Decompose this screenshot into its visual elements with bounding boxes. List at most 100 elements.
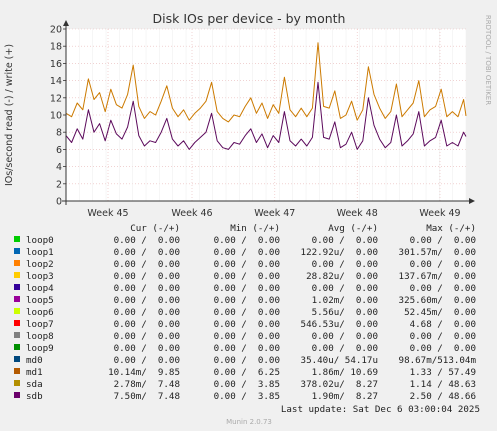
x-tick-label: Week 45 <box>87 208 128 219</box>
legend-name-loop6: loop6 <box>26 307 54 318</box>
x-tick-label: Week 49 <box>419 208 460 219</box>
y-tick-label: 2 <box>56 179 62 190</box>
legend-cur-loop8: 0.00 / 0.00 <box>114 331 180 342</box>
y-tick-label: 4 <box>56 162 62 173</box>
legend-swatch-loop0 <box>14 236 20 242</box>
legend-max-loop6: 52.45m/ 0.00 <box>404 307 476 318</box>
y-axis-label: IOs/second read (-) / write (+) <box>4 44 15 186</box>
legend-min-loop4: 0.00 / 0.00 <box>214 283 280 294</box>
legend-swatch-loop2 <box>14 260 20 266</box>
legend-avg-loop1: 122.92u/ 0.00 <box>301 247 378 258</box>
legend-cur-loop1: 0.00 / 0.00 <box>114 247 180 258</box>
legend-cur-loop6: 0.00 / 0.00 <box>114 307 180 318</box>
munin-version: Munin 2.0.73 <box>226 418 272 426</box>
legend-header-cur: Cur (-/+) <box>130 223 180 234</box>
legend-name-loop0: loop0 <box>26 235 54 246</box>
legend-swatch-sdb <box>14 392 20 398</box>
legend-swatch-sda <box>14 380 20 386</box>
series-line-sdb <box>65 81 467 150</box>
legend-swatch-md0 <box>14 356 20 362</box>
y-tick-label: 18 <box>50 42 62 53</box>
legend-min-loop2: 0.00 / 0.00 <box>214 259 280 270</box>
legend-name-loop2: loop2 <box>26 259 54 270</box>
legend-avg-loop2: 0.00 / 0.00 <box>312 259 378 270</box>
legend-avg-loop8: 0.00 / 0.00 <box>312 331 378 342</box>
legend-cur-loop7: 0.00 / 0.00 <box>114 319 180 330</box>
legend-min-md0: 0.00 / 0.00 <box>214 355 280 366</box>
legend-min-loop7: 0.00 / 0.00 <box>214 319 280 330</box>
legend-max-loop0: 0.00 / 0.00 <box>410 235 476 246</box>
legend-max-loop7: 4.68 / 0.00 <box>410 319 476 330</box>
legend-avg-loop9: 0.00 / 0.00 <box>312 343 378 354</box>
x-tick-labels: Week 45 Week 46 Week 47 Week 48 Week 49 <box>87 208 460 219</box>
y-tick-label: 12 <box>50 93 62 104</box>
legend-name-loop5: loop5 <box>26 295 54 306</box>
legend-cur-md0: 0.00 / 0.00 <box>114 355 180 366</box>
legend-name-loop3: loop3 <box>26 271 54 282</box>
legend-header-max: Max (-/+) <box>426 223 476 234</box>
x-tick-label: Week 48 <box>337 208 378 219</box>
legend-cur-sda: 2.78m/ 7.48 <box>114 379 180 390</box>
legend-max-loop1: 301.57m/ 0.00 <box>399 247 476 258</box>
y-axis-arrow <box>63 20 69 26</box>
legend-avg-loop7: 546.53u/ 0.00 <box>301 319 378 330</box>
legend-name-loop8: loop8 <box>26 331 54 342</box>
x-axis-arrow <box>469 198 475 204</box>
legend-min-loop3: 0.00 / 0.00 <box>214 271 280 282</box>
y-tick-label: 10 <box>50 111 62 122</box>
legend-max-md1: 1.33 / 57.49 <box>410 367 476 378</box>
x-tick-label: Week 46 <box>171 208 212 219</box>
y-tick-label: 14 <box>50 76 62 87</box>
y-tick-label: 0 <box>56 197 62 208</box>
legend-max-loop9: 0.00 / 0.00 <box>410 343 476 354</box>
legend-min-md1: 0.00 / 6.25 <box>214 367 280 378</box>
legend-min-loop9: 0.00 / 0.00 <box>214 343 280 354</box>
legend-avg-md1: 1.86m/ 10.69 <box>312 367 378 378</box>
legend-name-md1: md1 <box>26 367 43 378</box>
legend-cur-loop9: 0.00 / 0.00 <box>114 343 180 354</box>
legend-swatch-loop1 <box>14 248 20 254</box>
legend-cur-loop0: 0.00 / 0.00 <box>114 235 180 246</box>
legend-swatch-loop3 <box>14 272 20 278</box>
legend-name-loop9: loop9 <box>26 343 54 354</box>
chart-title: Disk IOs per device - by month <box>153 11 346 26</box>
legend-avg-sda: 378.02u/ 8.27 <box>301 379 378 390</box>
legend-avg-sdb: 1.90m/ 8.27 <box>312 391 378 402</box>
legend-max-sda: 1.14 / 48.63 <box>410 379 476 390</box>
legend-min-sdb: 0.00 / 3.85 <box>214 391 280 402</box>
x-tick-label: Week 47 <box>254 208 295 219</box>
legend-swatch-loop8 <box>14 332 20 338</box>
legend-max-loop5: 325.60m/ 0.00 <box>399 295 476 306</box>
legend-swatch-loop9 <box>14 344 20 350</box>
y-tick-label: 8 <box>56 128 62 139</box>
legend-min-loop5: 0.00 / 0.00 <box>214 295 280 306</box>
last-update: Last update: Sat Dec 6 03:00:04 2025 <box>281 404 480 415</box>
series-line-sda <box>65 42 467 123</box>
legend-min-loop0: 0.00 / 0.00 <box>214 235 280 246</box>
legend-table: Cur (-/+) Min (-/+) Avg (-/+) Max (-/+) loop… <box>14 223 476 402</box>
legend-name-sdb: sdb <box>26 391 43 402</box>
legend-name-loop1: loop1 <box>26 247 54 258</box>
legend-max-loop8: 0.00 / 0.00 <box>410 331 476 342</box>
legend-cur-loop5: 0.00 / 0.00 <box>114 295 180 306</box>
legend-min-loop6: 0.00 / 0.00 <box>214 307 280 318</box>
y-tick-label: 16 <box>50 59 62 70</box>
legend-cur-sdb: 7.50m/ 7.48 <box>114 391 180 402</box>
series-lines <box>65 42 467 150</box>
legend-cur-md1: 10.14m/ 9.85 <box>108 367 180 378</box>
legend-avg-md0: 35.40u/ 54.17u <box>301 355 378 366</box>
legend-cur-loop3: 0.00 / 0.00 <box>114 271 180 282</box>
legend-header-avg: Avg (-/+) <box>328 223 378 234</box>
legend-avg-loop0: 0.00 / 0.00 <box>312 235 378 246</box>
y-tick-label: 6 <box>56 145 62 156</box>
legend-cur-loop4: 0.00 / 0.00 <box>114 283 180 294</box>
legend-max-md0: 98.67m/513.04m <box>399 355 477 366</box>
legend-name-loop4: loop4 <box>26 283 54 294</box>
legend-name-loop7: loop7 <box>26 319 54 330</box>
legend-swatch-loop5 <box>14 296 20 302</box>
rrdtool-watermark: RRDTOOL / TOBI OETIKER <box>484 15 492 105</box>
legend-swatch-md1 <box>14 368 20 374</box>
legend-header-min: Min (-/+) <box>230 223 280 234</box>
legend-max-loop4: 0.00 / 0.00 <box>410 283 476 294</box>
